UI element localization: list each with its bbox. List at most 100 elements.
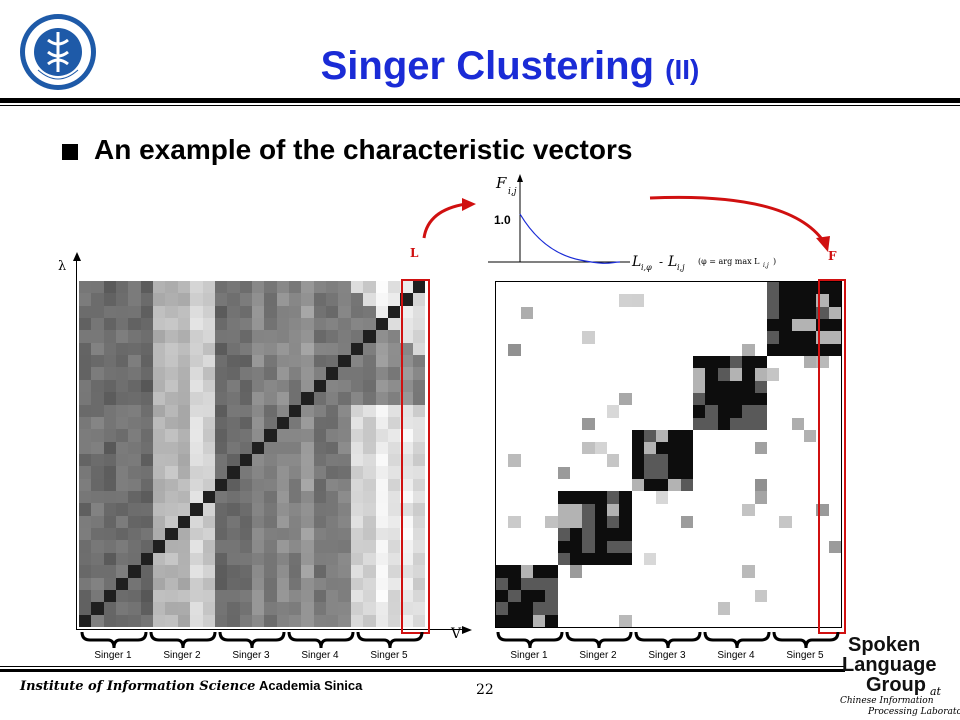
matrix-cell xyxy=(656,343,669,356)
matrix-cell xyxy=(326,565,339,578)
x-expr-note-close: ) xyxy=(773,257,776,266)
matrix-cell xyxy=(165,466,178,479)
matrix-cell xyxy=(190,330,203,343)
arrow-plot-to-F xyxy=(649,195,826,243)
matrix-cell xyxy=(668,392,681,406)
matrix-cell xyxy=(350,392,364,405)
matrix-cell xyxy=(693,306,706,319)
matrix-cell xyxy=(301,589,314,603)
matrix-cell xyxy=(239,528,252,541)
matrix-cell xyxy=(767,454,780,467)
matrix-cell xyxy=(569,454,583,467)
matrix-cell xyxy=(79,478,92,492)
matrix-cell xyxy=(779,553,792,566)
matrix-cell xyxy=(400,552,413,566)
matrix-cell xyxy=(350,453,364,467)
matrix-cell xyxy=(165,515,178,529)
matrix-cell xyxy=(190,318,203,331)
matrix-cell xyxy=(520,565,533,578)
matrix-cell xyxy=(631,614,644,627)
matrix-cell xyxy=(508,343,521,356)
singer-brace xyxy=(80,631,148,649)
matrix-cell xyxy=(214,355,228,368)
matrix-cell xyxy=(276,330,290,343)
matrix-cell xyxy=(264,355,277,368)
matrix-cell xyxy=(619,565,632,578)
matrix-cell xyxy=(400,379,413,393)
matrix-cell xyxy=(400,404,413,417)
matrix-cell xyxy=(313,330,327,343)
matrix-cell xyxy=(103,552,117,566)
matrix-cell xyxy=(103,305,117,319)
matrix-cell xyxy=(116,565,129,578)
matrix-cell xyxy=(767,479,780,492)
matrix-cell xyxy=(153,281,166,294)
highlight-column-F xyxy=(818,279,846,634)
matrix-cell xyxy=(705,553,718,566)
matrix-cell xyxy=(643,528,657,541)
matrix-cell xyxy=(103,355,117,368)
matrix-cell xyxy=(128,416,141,430)
matrix-cell xyxy=(128,577,141,590)
matrix-cell xyxy=(557,306,570,319)
matrix-cell xyxy=(606,565,620,578)
matrix-cell xyxy=(643,503,657,517)
left-y-arrow-icon xyxy=(73,252,81,261)
matrix-cell xyxy=(326,453,339,467)
matrix-cell xyxy=(116,503,129,516)
matrix-cell xyxy=(804,577,817,591)
matrix-cell xyxy=(791,282,805,295)
matrix-cell xyxy=(301,515,314,529)
matrix-cell xyxy=(400,416,413,430)
matrix-cell xyxy=(140,614,154,627)
matrix-cell xyxy=(606,318,620,332)
matrix-cell xyxy=(165,540,178,553)
matrix-cell xyxy=(557,380,570,393)
matrix-cell xyxy=(668,282,681,295)
matrix-cell xyxy=(227,404,240,417)
matrix-cell xyxy=(754,503,768,517)
matrix-cell xyxy=(350,577,364,590)
matrix-cell xyxy=(656,614,669,627)
matrix-cell xyxy=(828,590,841,603)
matrix-cell xyxy=(326,305,339,319)
matrix-cell xyxy=(496,466,509,480)
matrix-cell xyxy=(828,417,841,430)
matrix-cell xyxy=(520,528,533,541)
matrix-cell xyxy=(779,602,792,615)
matrix-cell xyxy=(91,293,104,306)
matrix-cell xyxy=(656,442,669,455)
matrix-cell xyxy=(350,305,364,319)
matrix-cell xyxy=(202,330,215,343)
matrix-cell xyxy=(557,590,570,603)
matrix-cell xyxy=(375,602,388,615)
matrix-cell xyxy=(582,565,595,578)
matrix-cell xyxy=(693,614,706,627)
matrix-cell xyxy=(730,282,743,295)
matrix-cell xyxy=(338,416,351,430)
matrix-cell xyxy=(643,355,657,369)
matrix-cell xyxy=(264,602,277,615)
matrix-cell xyxy=(363,515,376,529)
matrix-cell xyxy=(619,466,632,480)
matrix-cell xyxy=(532,368,546,381)
matrix-cell xyxy=(326,602,339,615)
matrix-cell xyxy=(239,552,252,566)
matrix-cell xyxy=(153,602,166,615)
matrix-cell xyxy=(742,454,755,467)
matrix-cell xyxy=(153,330,166,343)
matrix-cell xyxy=(128,453,141,467)
matrix-cell xyxy=(496,454,509,467)
matrix-cell xyxy=(545,540,558,554)
matrix-cell xyxy=(569,503,583,517)
matrix-cell xyxy=(165,293,178,306)
matrix-cell xyxy=(668,590,681,603)
matrix-cell xyxy=(496,540,509,554)
matrix-cell xyxy=(177,503,191,516)
matrix-cell xyxy=(301,404,314,417)
matrix-cell xyxy=(754,590,768,603)
matrix-cell xyxy=(557,442,570,455)
matrix-cell xyxy=(289,515,302,529)
matrix-cell xyxy=(313,478,327,492)
matrix-cell xyxy=(508,528,521,541)
